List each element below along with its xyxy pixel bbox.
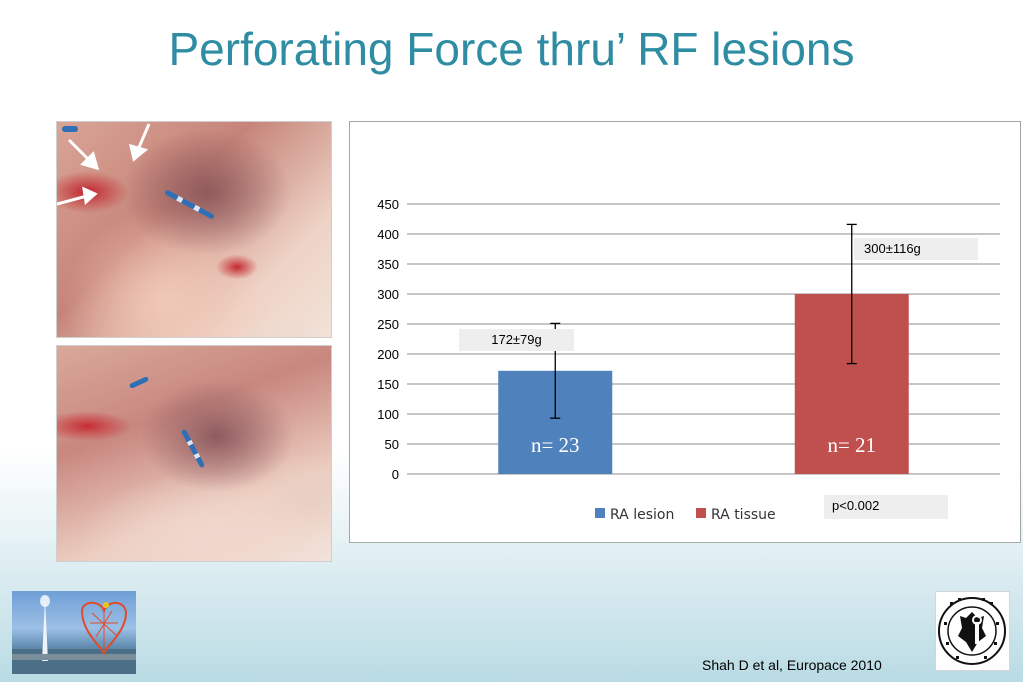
catheter-shaft — [128, 376, 150, 389]
chart-frame: 0 50 100 150 200 250 300 350 400 450 n= 23 n= 21 RA … — [349, 121, 1021, 543]
slide-title: Perforating Force thru’ RF lesions — [168, 23, 855, 75]
y-tick-label: 300 — [377, 287, 399, 302]
y-tick-label: 250 — [377, 317, 399, 332]
y-tick-label: 150 — [377, 377, 399, 392]
seal-icon — [938, 597, 1006, 665]
bar-count-label: n= 23 — [531, 433, 580, 457]
y-tick-label: 450 — [377, 197, 399, 212]
lesion-value-label: 172±79g — [459, 329, 574, 351]
legend-label: RA tissue — [711, 507, 776, 523]
geneva-logo — [12, 591, 136, 674]
legend-label: RA lesion — [610, 507, 674, 523]
arrow-icon — [57, 123, 151, 206]
bar-count-label: n= 21 — [827, 433, 876, 457]
fountain-icon — [12, 595, 136, 674]
bar-chart: 0 50 100 150 200 250 300 350 400 450 n= 23 n= 21 RA … — [377, 197, 1000, 523]
legend-swatch — [696, 508, 706, 518]
y-tick-label: 200 — [377, 347, 399, 362]
catheter-tip — [62, 126, 78, 132]
p-value-label: p<0.002 — [824, 495, 948, 519]
lesion-photo-bottom — [56, 345, 332, 562]
legend-swatch — [595, 508, 605, 518]
y-tick-label: 400 — [377, 227, 399, 242]
tissue-value-label: 300±116g — [854, 238, 978, 260]
citation: Shah D et al, Europace 2010 — [702, 657, 882, 673]
y-tick-label: 0 — [392, 467, 399, 482]
schola-genevensis-seal — [935, 591, 1010, 671]
y-tick-label: 100 — [377, 407, 399, 422]
y-tick-label: 350 — [377, 257, 399, 272]
catheter — [180, 428, 206, 469]
y-tick-label: 50 — [385, 437, 399, 452]
lesion-photo-top — [56, 121, 332, 338]
